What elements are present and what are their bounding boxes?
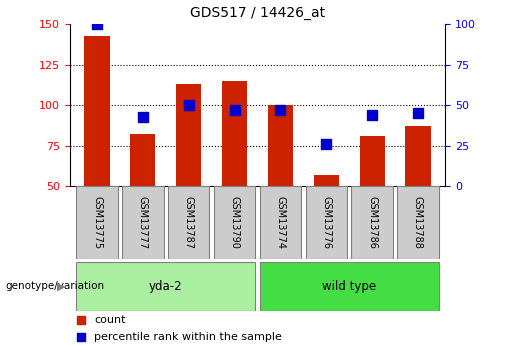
Bar [176, 84, 201, 186]
Point [368, 112, 376, 118]
Bar [84, 36, 110, 186]
Text: count: count [94, 315, 126, 325]
Text: GSM13775: GSM13775 [92, 196, 102, 249]
Bar [260, 186, 301, 259]
Point [93, 21, 101, 27]
Text: GSM13776: GSM13776 [321, 196, 331, 249]
Text: GSM13787: GSM13787 [184, 196, 194, 249]
Text: wild type: wild type [322, 280, 376, 293]
Bar [168, 186, 210, 259]
Point [322, 141, 331, 147]
Text: percentile rank within the sample: percentile rank within the sample [94, 332, 282, 342]
Text: GSM13777: GSM13777 [138, 196, 148, 249]
Bar [260, 262, 439, 310]
Bar [122, 186, 164, 259]
Point [414, 110, 422, 116]
Bar [398, 186, 439, 259]
Bar [214, 186, 255, 259]
Bar [268, 105, 293, 186]
Text: GSM13786: GSM13786 [367, 196, 377, 249]
Text: genotype/variation: genotype/variation [5, 282, 104, 291]
Text: yda-2: yda-2 [149, 280, 183, 293]
Bar [359, 136, 385, 186]
Text: ▶: ▶ [57, 282, 65, 291]
Text: GSM13788: GSM13788 [413, 196, 423, 249]
Point [230, 107, 238, 113]
Point [77, 334, 85, 339]
Text: GSM13790: GSM13790 [230, 196, 239, 249]
Title: GDS517 / 14426_at: GDS517 / 14426_at [190, 6, 325, 20]
Bar [130, 135, 156, 186]
Bar [222, 81, 247, 186]
Bar [352, 186, 393, 259]
Bar [76, 262, 255, 310]
Bar [76, 186, 117, 259]
Point [77, 317, 85, 323]
Text: GSM13774: GSM13774 [276, 196, 285, 249]
Bar [305, 186, 347, 259]
Point [184, 102, 193, 108]
Point [277, 107, 285, 113]
Point [139, 114, 147, 119]
Bar [314, 175, 339, 186]
Bar [405, 126, 431, 186]
